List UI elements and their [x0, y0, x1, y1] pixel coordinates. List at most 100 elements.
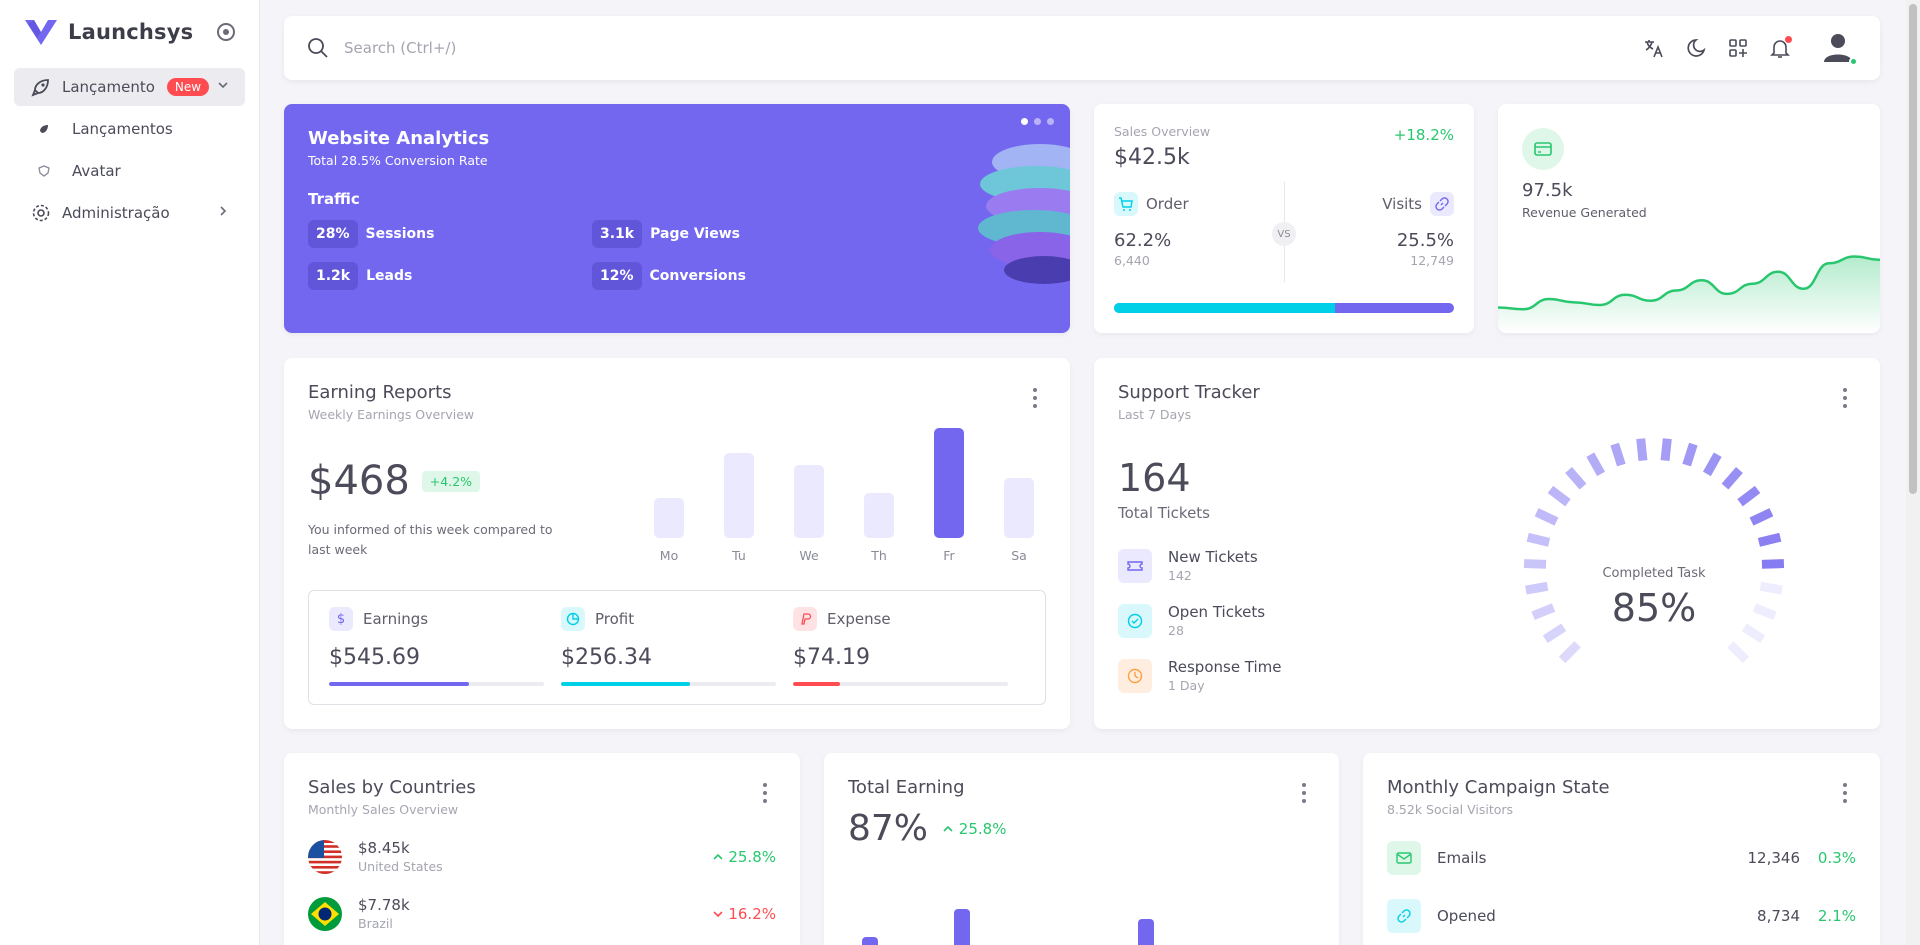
moon-icon[interactable]	[1684, 36, 1708, 60]
bar-sa[interactable]	[1004, 478, 1034, 538]
brazil-flag-icon	[308, 896, 342, 931]
change-value: 16.2%	[712, 905, 776, 923]
page-scrollbar[interactable]	[1906, 0, 1920, 945]
bar-mo[interactable]	[654, 498, 684, 538]
card-title: Monthly Campaign State	[1387, 777, 1610, 798]
stat-label: Sessions	[365, 226, 435, 242]
x-tick-label: Fr	[943, 548, 955, 563]
rocket-small-icon	[36, 121, 52, 137]
more-options-icon[interactable]	[1032, 388, 1038, 408]
gauge-segment	[1737, 485, 1761, 507]
card-subtitle: Monthly Sales Overview	[308, 802, 459, 817]
card-title: Website Analytics	[308, 128, 490, 149]
change-text: 25.8%	[728, 847, 776, 866]
new-badge: New	[166, 78, 210, 96]
gauge-segment	[1682, 442, 1698, 467]
search-input[interactable]	[344, 39, 744, 57]
order-column: Order 62.2% 6,440	[1114, 192, 1264, 268]
total-tickets-value: 164	[1118, 456, 1191, 500]
chevron-down-icon	[217, 79, 229, 95]
bar-fr[interactable]	[934, 428, 964, 538]
list-item: Opened 8,734 2.1%	[1387, 899, 1856, 933]
apps-add-icon[interactable]	[1726, 36, 1750, 60]
gauge-label: Completed Task	[1602, 566, 1706, 581]
sidebar-item-label: Administração	[62, 204, 170, 222]
stat-value: 3.1k	[592, 220, 643, 248]
brand[interactable]: Launchsys	[0, 0, 259, 64]
abstract-3d-illustration	[978, 144, 1070, 284]
list-item: New Tickets 142	[1118, 548, 1856, 583]
sidebar-item-label: Lançamento	[62, 78, 155, 96]
gauge-segment	[1534, 508, 1559, 526]
order-percent: 62.2%	[1114, 230, 1172, 251]
progress-fill	[329, 682, 469, 686]
bar-2[interactable]	[954, 909, 970, 945]
translate-icon[interactable]	[1642, 36, 1666, 60]
shield-small-icon	[36, 163, 52, 179]
card-subtitle: Last 7 Days	[1118, 407, 1192, 422]
chevron-down-icon	[712, 905, 729, 923]
bar-tu[interactable]	[724, 453, 754, 538]
rocket-icon	[30, 76, 52, 98]
gauge-segment	[1660, 438, 1672, 462]
more-options-icon[interactable]	[1842, 388, 1848, 408]
gauge-segment	[1741, 623, 1766, 644]
more-options-icon[interactable]	[1301, 783, 1307, 803]
website-analytics-card: Website Analytics Total 28.5% Conversion…	[284, 104, 1070, 333]
row-sub: 28	[1168, 623, 1184, 638]
stat-sessions: 28% Sessions	[308, 220, 592, 248]
row-count: 8,734	[1757, 907, 1800, 925]
earning-note: You informed of this week compared to la…	[308, 522, 553, 557]
dollar-icon: $	[329, 607, 353, 631]
row-title: Response Time	[1168, 658, 1282, 676]
order-visits-progress	[1114, 303, 1454, 313]
gauge-segment	[1531, 603, 1556, 620]
bar-6[interactable]	[1138, 919, 1154, 945]
card-subtitle: Weekly Earnings Overview	[308, 407, 475, 422]
carousel-dots[interactable]	[1021, 118, 1054, 125]
revenue-area	[1498, 256, 1880, 333]
bell-icon[interactable]	[1768, 36, 1792, 60]
stat-label: Conversions	[649, 268, 746, 284]
list-item: Open Tickets 28	[1118, 603, 1856, 638]
sales-value: $42.5k	[1114, 145, 1190, 170]
change-value: 25.8%	[712, 848, 776, 866]
country-name: United States	[358, 859, 443, 874]
visits-column: Visits 25.5% 12,749	[1304, 192, 1454, 268]
brand-logo-icon	[25, 20, 57, 45]
more-options-icon[interactable]	[762, 783, 768, 803]
sidebar-item-label: Lançamentos	[72, 120, 173, 138]
x-tick-label: Mo	[660, 548, 678, 563]
sidebar-item-lancamentos[interactable]: Lançamentos	[14, 110, 245, 148]
mail-icon	[1387, 841, 1421, 875]
sidebar-menu: Lançamento New Lançamentos Avatar Admini…	[0, 64, 259, 240]
x-tick-label: We	[799, 548, 819, 563]
traffic-stats: 28% Sessions 3.1k Page Views 1.2k Leads 12%…	[308, 220, 1046, 290]
completed-task-gauge	[1523, 438, 1785, 664]
sidebar-item-lancamento[interactable]: Lançamento New	[14, 68, 245, 106]
row-name: Opened	[1437, 907, 1496, 925]
bar-we[interactable]	[794, 465, 824, 538]
profit-item: Profit $256.34	[561, 607, 793, 688]
gauge-segment	[1565, 467, 1587, 490]
card-title: Support Tracker	[1118, 382, 1260, 403]
brand-name: Launchsys	[68, 20, 194, 44]
card-subtitle: 8.52k Social Visitors	[1387, 802, 1514, 817]
bar-0[interactable]	[862, 937, 878, 945]
sidebar-item-avatar[interactable]: Avatar	[14, 152, 245, 190]
topbar-actions	[1642, 28, 1858, 68]
sales-overview-card: Sales Overview +18.2% $42.5k Order 62.2%…	[1094, 104, 1474, 333]
card-title: Sales by Countries	[308, 777, 476, 798]
scrollbar-thumb[interactable]	[1909, 4, 1917, 494]
stat-label: Page Views	[650, 226, 740, 242]
sidebar-toggle-icon[interactable]	[217, 23, 235, 41]
sidebar-item-administracao[interactable]: Administração	[14, 194, 245, 232]
bar-th[interactable]	[864, 493, 894, 538]
vs-badge: VS	[1272, 222, 1296, 246]
more-options-icon[interactable]	[1842, 783, 1848, 803]
earning-reports-card: Earning Reports Weekly Earnings Overview…	[284, 358, 1070, 729]
user-avatar[interactable]	[1818, 28, 1858, 68]
stat-conversions: 12% Conversions	[592, 262, 876, 290]
gauge-segment	[1727, 641, 1750, 664]
revenue-generated-card: 97.5k Revenue Generated	[1498, 104, 1880, 333]
